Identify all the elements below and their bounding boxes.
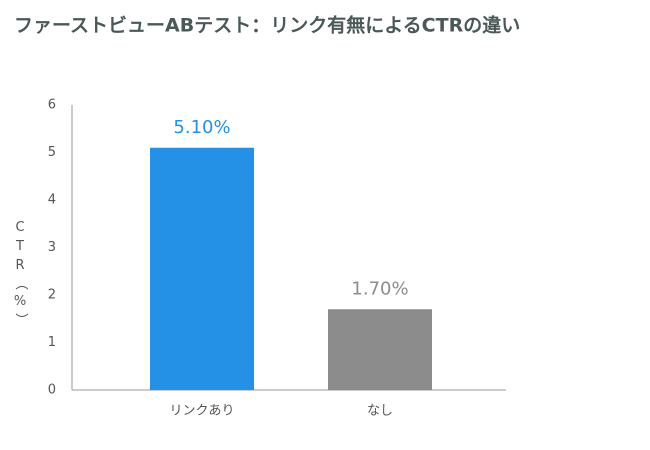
value-label: 1.70%: [351, 278, 408, 299]
y-tick-label: 6: [48, 98, 56, 113]
y-axis-label: CTR（%）: [13, 220, 29, 330]
y-tick-label: 2: [48, 288, 56, 303]
y-tick-label: 3: [48, 240, 56, 255]
x-tick-label: なし: [367, 404, 393, 419]
bar: [328, 309, 432, 390]
chart-title: ファーストビューABテスト：リンク有無によるCTRの違い: [14, 14, 520, 37]
y-tick-label: 1: [48, 335, 56, 350]
y-tick-label: 0: [48, 383, 56, 398]
x-tick-label: リンクあり: [169, 404, 234, 419]
bar: [150, 147, 254, 390]
y-tick-label: 4: [48, 193, 56, 208]
value-label: 5.10%: [173, 117, 230, 138]
y-tick-label: 5: [48, 145, 56, 160]
